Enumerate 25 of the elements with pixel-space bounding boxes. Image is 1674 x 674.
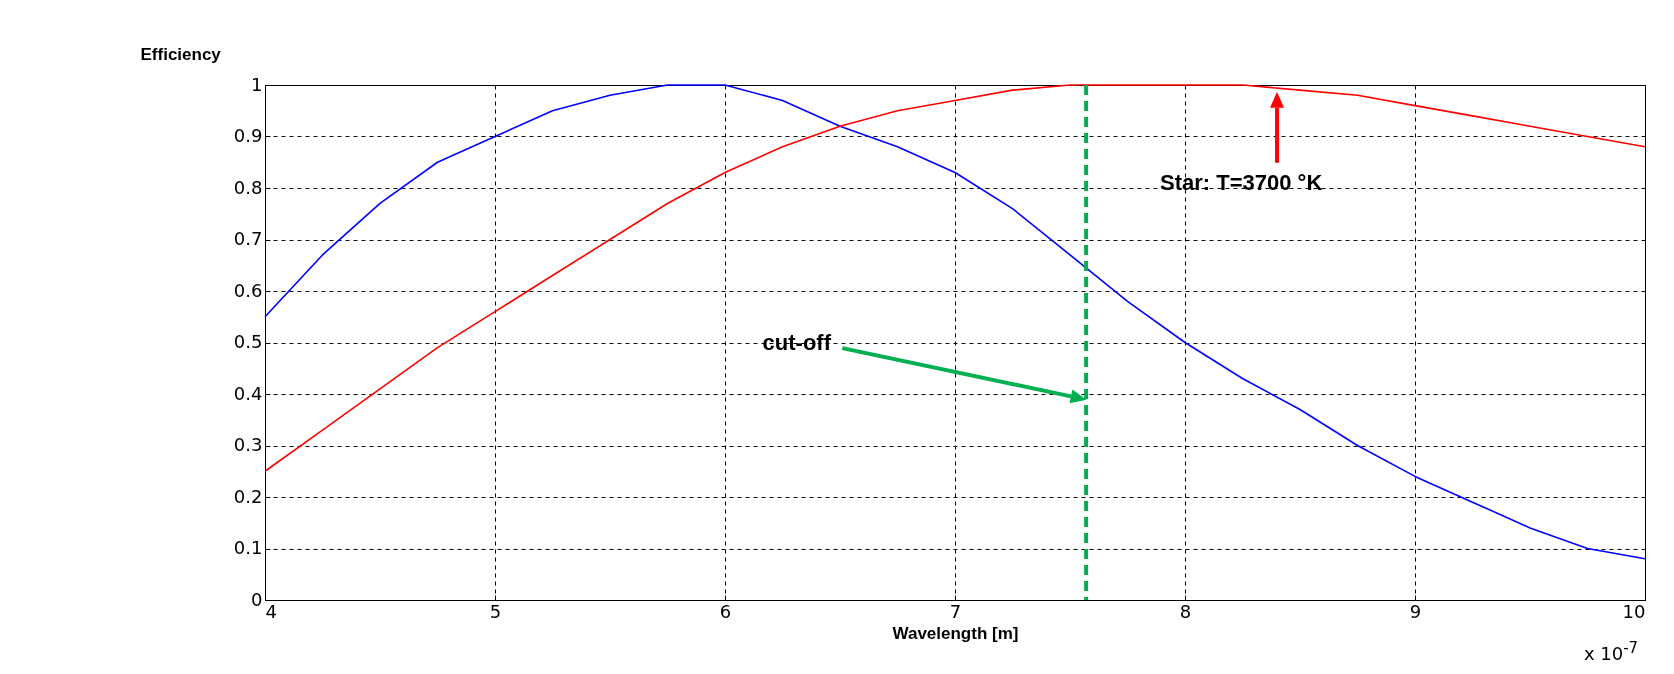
x-tick-label: 9 — [1409, 600, 1422, 622]
annotation: Star: T=3700 °K — [1160, 170, 1323, 197]
y-tick-label: 0 — [251, 588, 263, 610]
y-tick-label: 0.6 — [233, 279, 263, 301]
line-series — [264, 84, 1646, 473]
x-tick-label: 10 — [1622, 600, 1646, 622]
y-tick-label: 0.3 — [233, 434, 263, 455]
y-tick-label: 0.8 — [233, 176, 263, 198]
annotation: cut-off — [762, 330, 832, 356]
line-series — [264, 84, 1646, 560]
x-tick-label: 6 — [719, 600, 732, 622]
y-tick-label: 0.1 — [233, 537, 263, 558]
x-tick-label: 4 — [265, 600, 277, 622]
text: x 10$^{-7}$ — [1583, 639, 1639, 665]
y-tick-label: 0.5 — [233, 331, 263, 352]
y-axis-title: Efficiency — [140, 44, 222, 64]
x-axis-title: Wavelength [m] — [892, 623, 1019, 643]
y-tick-label: 0.2 — [233, 485, 263, 507]
x-tick-label: 7 — [949, 600, 962, 622]
y-tick-label: 0.4 — [233, 382, 263, 404]
y-tick-label: 0.9 — [233, 125, 263, 146]
x-tick-label: 5 — [489, 600, 502, 622]
x-tick-label: 8 — [1179, 600, 1192, 622]
y-tick-label: 0.7 — [233, 228, 263, 249]
y-tick-label: 1 — [251, 73, 263, 95]
